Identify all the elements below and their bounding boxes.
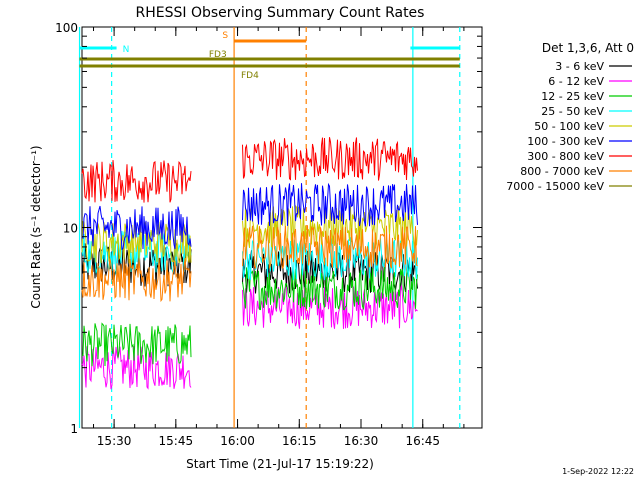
series-trace-1-1 xyxy=(242,285,418,329)
x-tick-label-0: 15:30 xyxy=(97,434,132,448)
x-tick-label-4: 16:30 xyxy=(344,434,379,448)
legend-label-3: 25 - 50 keV xyxy=(541,105,604,118)
y-tick-label-0: 1 xyxy=(70,422,78,436)
flag-label-n: N xyxy=(123,45,130,55)
flag-label-fd4: FD4 xyxy=(241,71,259,81)
series-trace-4-0 xyxy=(81,220,192,264)
legend-title: Det 1,3,6, Att 0 xyxy=(542,41,634,55)
x-tick-label-1: 15:45 xyxy=(159,434,194,448)
series-trace-5-0 xyxy=(81,205,192,250)
legend-label-1: 6 - 12 keV xyxy=(548,75,604,88)
legend-label-7: 800 - 7000 keV xyxy=(520,165,604,178)
flag-label-fd3: FD3 xyxy=(209,50,227,60)
legend-label-8: 7000 - 15000 keV xyxy=(506,180,604,193)
legend-label-0: 3 - 6 keV xyxy=(555,60,604,73)
legend-label-6: 300 - 800 keV xyxy=(527,150,604,163)
series-trace-1-0 xyxy=(81,346,192,390)
series-trace-2-1 xyxy=(242,266,418,311)
flags-group: N S FD3 FD4 xyxy=(79,31,460,81)
legend: Det 1,3,6, Att 0 3 - 6 keV 6 - 12 keV 12 -… xyxy=(506,41,634,193)
legend-label-2: 12 - 25 keV xyxy=(541,90,604,103)
chart-title: RHESSI Observing Summary Count Rates xyxy=(136,5,425,21)
tick-group: 1 10 100 15:30 15:45 16:00 16:15 16:30 16:45 xyxy=(55,21,482,448)
series-trace-5-1 xyxy=(242,182,418,227)
x-axis-label: Start Time (21-Jul-17 15:19:22) xyxy=(186,457,374,471)
x-tick-label-3: 16:15 xyxy=(282,434,317,448)
legend-label-4: 50 - 100 keV xyxy=(534,120,604,133)
y-tick-label-1: 10 xyxy=(63,222,78,236)
series-trace-7-1 xyxy=(242,225,418,269)
x-tick-label-5: 16:45 xyxy=(405,434,440,448)
series-trace-4-1 xyxy=(242,204,418,250)
series-trace-6-1 xyxy=(242,137,418,181)
vertical-markers xyxy=(78,27,461,428)
series-trace-7-0 xyxy=(81,257,192,303)
series-trace-2-0 xyxy=(81,322,192,367)
footer-date: 1-Sep-2022 12:22 xyxy=(562,467,634,476)
series-trace-6-0 xyxy=(81,160,192,203)
series-group xyxy=(81,137,418,390)
x-tick-label-2: 16:00 xyxy=(220,434,255,448)
legend-label-5: 100 - 300 keV xyxy=(527,135,604,148)
flag-label-s: S xyxy=(222,31,228,41)
y-axis-label: Count Rate (s⁻¹ detector⁻¹) xyxy=(29,145,43,308)
y-tick-label-2: 100 xyxy=(55,21,78,35)
